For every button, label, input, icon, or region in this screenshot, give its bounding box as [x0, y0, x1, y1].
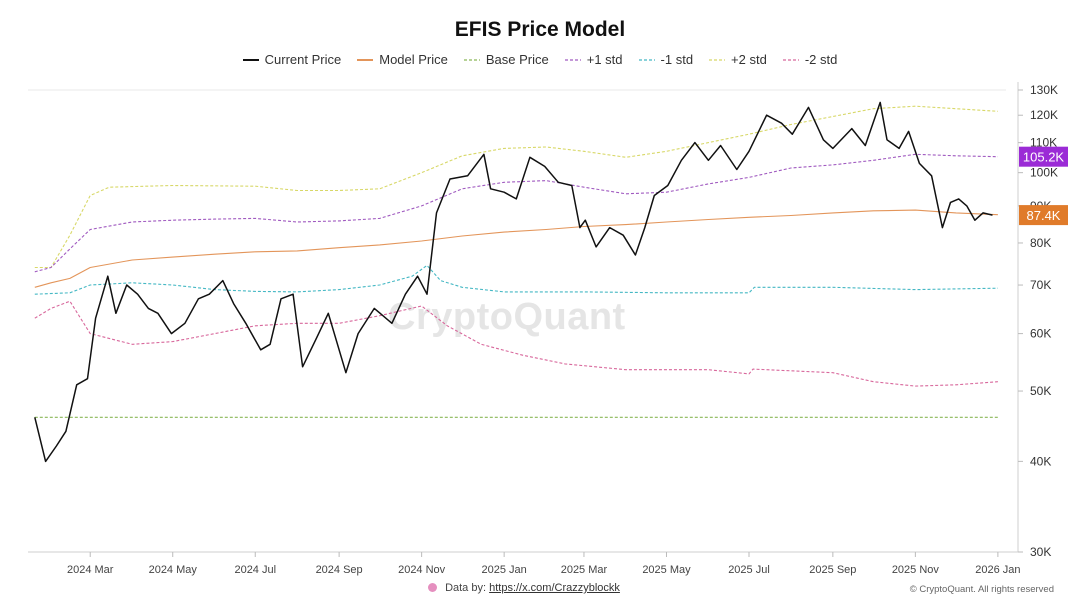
- legend-item-base-price[interactable]: Base Price: [463, 52, 549, 67]
- source-dot-icon: [428, 583, 437, 592]
- series-line-plusminus-1-std: [34, 153, 998, 273]
- legend-swatch: [357, 58, 374, 61]
- series-line-plusminus-2-std: [34, 105, 998, 269]
- legend-item-model-price[interactable]: Model Price: [357, 52, 448, 67]
- x-tick-label: 2025 Jan: [482, 564, 527, 576]
- legend-item-plusminus-2-std[interactable]: +2 std: [709, 52, 767, 67]
- x-tick-label: 2026 Jan: [975, 564, 1020, 576]
- legend-label: Current Price: [264, 52, 342, 67]
- price-tag-label: 105.2K: [1023, 150, 1065, 165]
- chart-legend: Current Price Model Price Base Price +1 std…: [0, 52, 1080, 68]
- y-tick-label: 130K: [1030, 83, 1058, 97]
- legend-item-minus-1-std[interactable]: -1 std: [638, 52, 694, 67]
- price-tag-box: [1019, 205, 1068, 226]
- data-by-label: Data by:: [445, 582, 487, 594]
- series-line-current-price: [34, 101, 993, 463]
- copyright: © CryptoQuant. All rights reserved: [909, 584, 1054, 595]
- y-tick-label: 110K: [1030, 136, 1057, 150]
- price-tag-box: [1019, 146, 1068, 167]
- y-tick-label: 60K: [1030, 327, 1051, 341]
- legend-label: Base Price: [485, 52, 549, 67]
- x-tick-label: 2024 Jul: [234, 564, 276, 576]
- y-tick-label: 100K: [1030, 166, 1058, 180]
- data-by-link[interactable]: https://x.com/Crazzyblockk: [489, 582, 620, 594]
- price-tag-label: 87.4K: [1027, 208, 1061, 223]
- legend-item-minus-2-std[interactable]: -2 std: [782, 52, 838, 67]
- legend-swatch: [638, 58, 655, 61]
- legend-swatch: [782, 58, 799, 61]
- watermark: CryptoQuant: [388, 296, 626, 338]
- x-tick-label: 2024 Sep: [316, 564, 363, 576]
- y-tick-label: 50K: [1030, 384, 1051, 398]
- y-tick-label: 30K: [1030, 545, 1051, 559]
- x-tick-label: 2025 Sep: [809, 564, 856, 576]
- x-tick-label: 2025 Jul: [728, 564, 770, 576]
- x-tick-label: 2025 Mar: [561, 564, 608, 576]
- series-line-minus-1-std: [34, 264, 998, 295]
- legend-label: -2 std: [804, 52, 838, 67]
- series-line-minus-2-std: [34, 300, 998, 387]
- data-source: Data by: https://x.com/Crazzyblockk: [428, 582, 620, 594]
- y-tick-label: 40K: [1030, 454, 1051, 468]
- y-tick-label: 120K: [1030, 108, 1058, 122]
- chart-title: EFIS Price Model: [454, 18, 626, 41]
- legend-item-plusminus-1-std[interactable]: +1 std: [564, 52, 623, 67]
- x-tick-label: 2025 Nov: [892, 564, 940, 576]
- legend-swatch: [242, 58, 259, 61]
- legend-label: -1 std: [660, 52, 694, 67]
- legend-label: +1 std: [586, 52, 623, 67]
- legend-swatch: [709, 58, 726, 61]
- x-tick-label: 2024 Nov: [398, 564, 446, 576]
- legend-swatch: [463, 58, 480, 61]
- x-tick-label: 2025 May: [642, 564, 691, 576]
- series-line-model-price: [34, 209, 998, 288]
- x-tick-label: 2024 Mar: [67, 564, 114, 576]
- y-tick-label: 70K: [1030, 278, 1051, 292]
- legend-label: +2 std: [731, 52, 767, 67]
- legend-item-current-price[interactable]: Current Price: [242, 52, 342, 67]
- legend-swatch: [564, 58, 581, 61]
- legend-label: Model Price: [379, 52, 448, 67]
- y-tick-label: 80K: [1030, 236, 1051, 250]
- x-tick-label: 2024 May: [149, 564, 198, 576]
